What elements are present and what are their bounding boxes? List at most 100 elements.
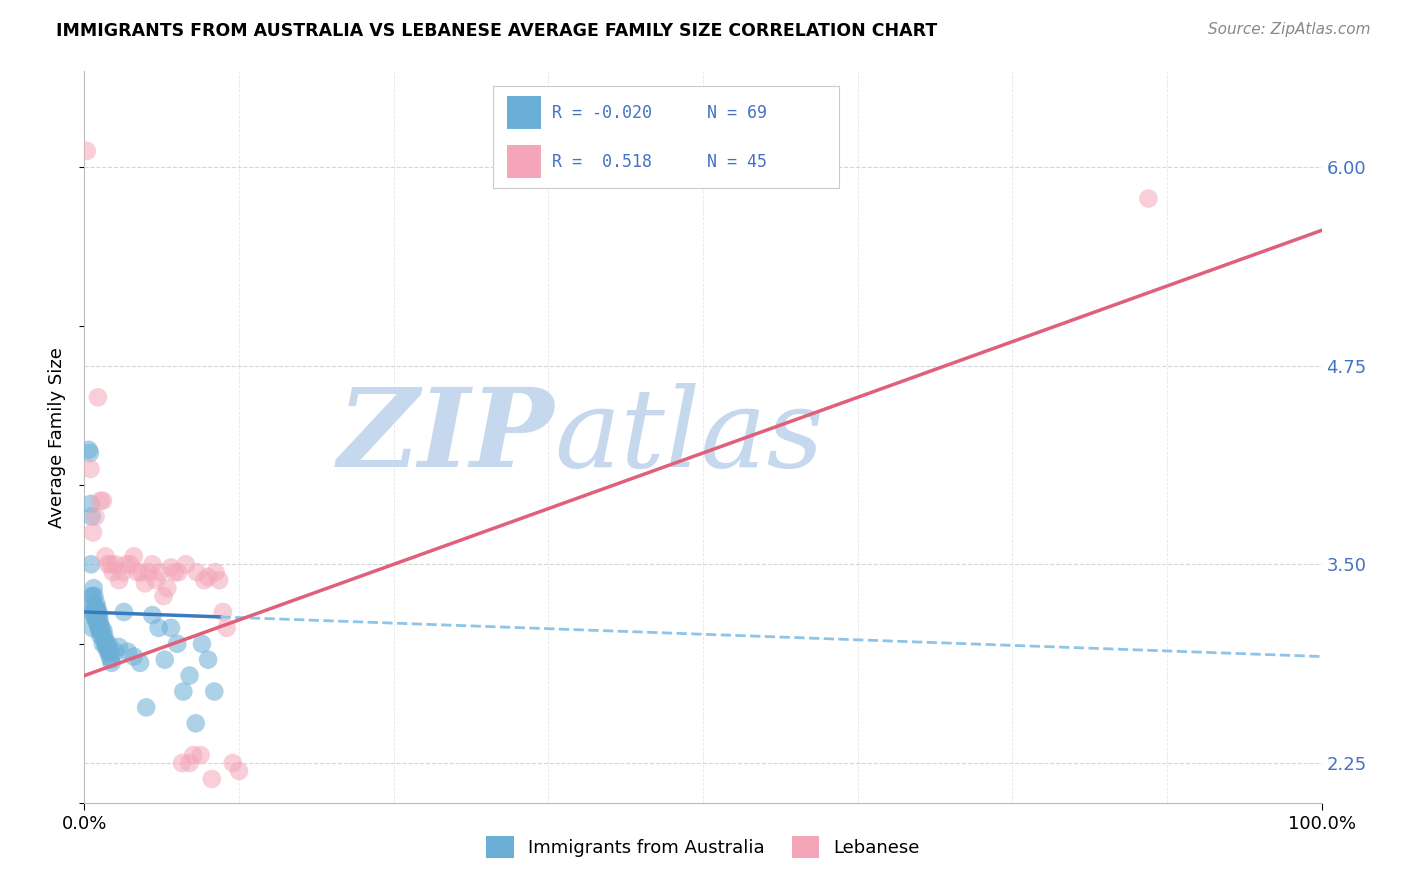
Point (82, 525, 104, 540)
Point (84, 613, 107, 627)
Point (122, 649, 145, 664)
Point (86, 597, 108, 611)
Point (174, 558, 197, 572)
Point (76, 605, 98, 619)
Point (184, 716, 207, 731)
Point (138, 566, 160, 580)
Point (87, 621, 110, 635)
Point (152, 589, 174, 603)
Point (84, 608, 107, 623)
Point (89, 617, 111, 632)
Point (160, 560, 183, 574)
Point (94, 640, 117, 654)
Point (98, 645, 121, 659)
Point (179, 756, 201, 770)
Point (94, 549, 117, 564)
Text: IMMIGRANTS FROM AUSTRALIA VS LEBANESE AVERAGE FAMILY SIZE CORRELATION CHART: IMMIGRANTS FROM AUSTRALIA VS LEBANESE AV… (56, 22, 938, 40)
Point (87, 608, 110, 623)
Point (172, 684, 194, 698)
Point (79, 462, 101, 476)
Point (80, 497, 103, 511)
Point (149, 566, 172, 580)
Point (204, 566, 226, 580)
Point (163, 566, 186, 580)
Point (84, 602, 107, 616)
Point (222, 756, 245, 770)
Text: Source: ZipAtlas.com: Source: ZipAtlas.com (1208, 22, 1371, 37)
Point (166, 637, 188, 651)
Point (160, 621, 183, 635)
Point (93, 624, 115, 638)
Point (197, 653, 219, 667)
Point (1137, 192, 1160, 206)
Point (120, 558, 142, 572)
Point (91, 629, 114, 643)
Point (96, 637, 118, 651)
Point (197, 570, 219, 584)
Point (100, 653, 122, 667)
Point (201, 772, 224, 786)
Point (115, 558, 138, 572)
Point (215, 621, 238, 635)
Point (97, 637, 120, 651)
Point (80, 509, 103, 524)
Point (129, 566, 152, 580)
Point (80, 589, 103, 603)
Point (208, 573, 231, 587)
Point (117, 645, 139, 659)
Point (134, 576, 156, 591)
Point (135, 700, 157, 714)
Point (77, 442, 100, 457)
Point (193, 573, 215, 587)
Point (98, 649, 121, 664)
Point (97, 558, 120, 572)
Point (153, 653, 176, 667)
Point (87, 617, 110, 632)
Point (89, 624, 111, 638)
Point (148, 621, 170, 635)
Point (83, 581, 105, 595)
Point (89, 613, 111, 627)
Point (191, 637, 214, 651)
Point (181, 748, 204, 763)
Y-axis label: Average Family Size: Average Family Size (48, 347, 66, 527)
Point (79, 446, 101, 460)
Point (141, 558, 163, 572)
Point (190, 748, 212, 763)
Point (86, 605, 108, 619)
Point (76, 144, 98, 158)
Point (82, 621, 104, 635)
Point (100, 656, 122, 670)
Point (87, 390, 110, 404)
Point (94, 637, 117, 651)
Point (82, 605, 104, 619)
Point (228, 764, 250, 778)
Point (141, 608, 163, 623)
Point (97, 645, 120, 659)
Point (122, 549, 145, 564)
Legend: Immigrants from Australia, Lebanese: Immigrants from Australia, Lebanese (478, 827, 928, 867)
Point (83, 597, 105, 611)
Point (94, 633, 117, 648)
Point (84, 602, 107, 616)
Point (108, 573, 131, 587)
Point (89, 629, 111, 643)
Point (179, 668, 201, 682)
Point (167, 566, 190, 580)
Point (202, 684, 225, 698)
Point (172, 756, 194, 770)
Point (86, 602, 108, 616)
Point (186, 566, 208, 580)
Text: ZIP: ZIP (337, 384, 554, 491)
Point (108, 640, 131, 654)
Point (127, 566, 149, 580)
Point (93, 629, 115, 643)
Point (86, 613, 108, 627)
Point (89, 493, 111, 508)
Point (90, 621, 112, 635)
Point (83, 608, 105, 623)
Point (87, 605, 110, 619)
Point (145, 573, 167, 587)
Point (82, 589, 104, 603)
Point (104, 558, 127, 572)
